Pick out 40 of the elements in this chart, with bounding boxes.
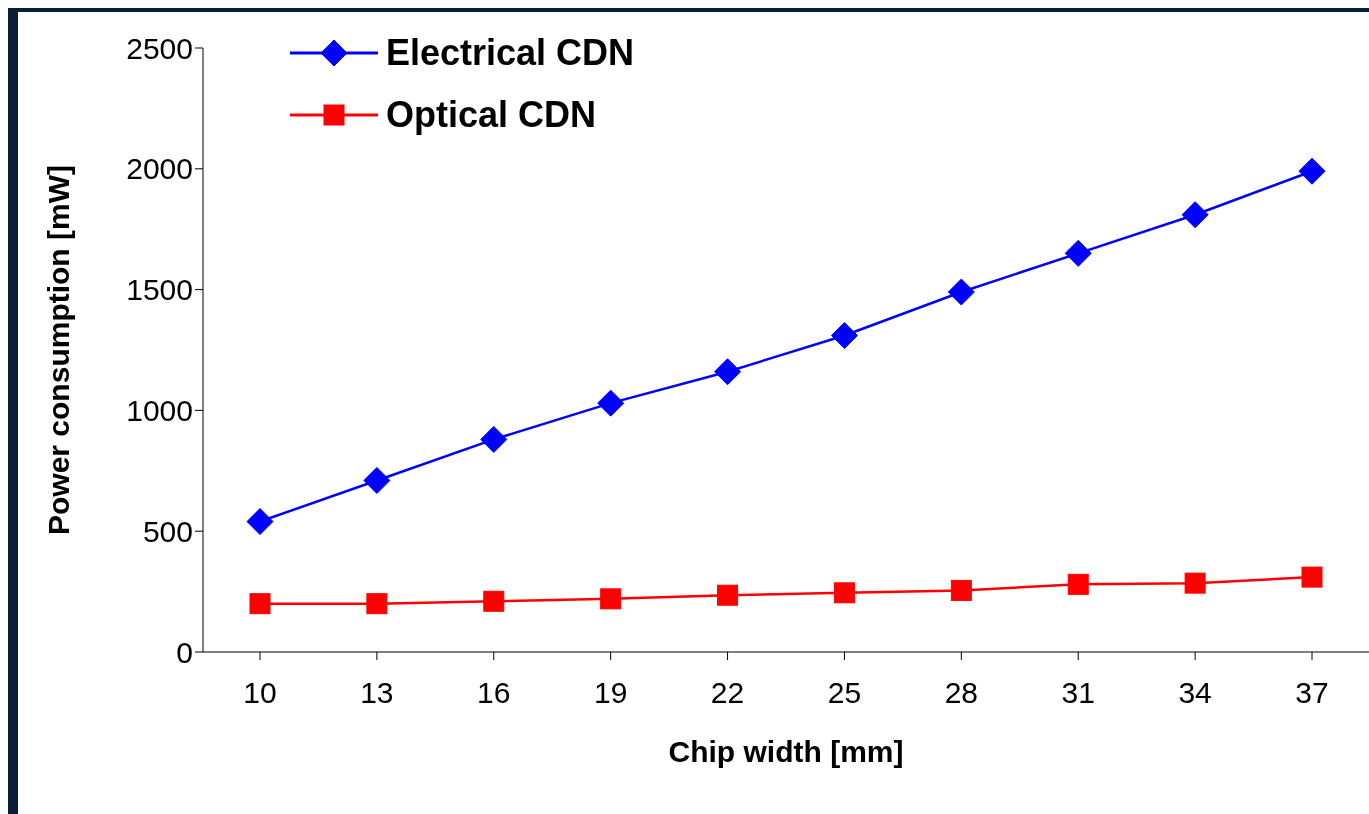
x-axis-title: Chip width [mm] [668, 735, 904, 768]
y-tick-label: 2000 [126, 152, 193, 186]
point [947, 278, 975, 306]
x-tick-label: 10 [243, 676, 277, 710]
x-tick-label: 37 [1295, 676, 1329, 710]
x-tick-label: 19 [593, 676, 628, 710]
point [1064, 239, 1092, 267]
y-tick-label: 0 [176, 635, 193, 669]
x-tick-label: 28 [944, 676, 979, 710]
x-tick-label: 13 [360, 676, 394, 710]
point [714, 358, 742, 386]
y-tick-label: 1000 [126, 394, 193, 428]
point [600, 588, 622, 610]
x-tick-label: 25 [827, 676, 862, 710]
point [830, 322, 858, 349]
point [717, 584, 739, 606]
y-tick-label: 500 [142, 514, 193, 548]
point [249, 593, 271, 615]
point [1184, 572, 1206, 594]
point [363, 466, 391, 494]
point [833, 582, 855, 604]
y-tick-label: 2500 [126, 31, 193, 65]
legend-label: Optical CDN [386, 94, 597, 136]
point [366, 593, 388, 615]
point [246, 508, 274, 536]
point [483, 590, 505, 612]
x-tick-label: 22 [710, 676, 745, 710]
y-tick-label: 1500 [126, 273, 193, 307]
x-tick-label: 31 [1061, 676, 1095, 710]
point [480, 425, 508, 453]
point [597, 389, 625, 417]
point [1067, 573, 1089, 595]
point [950, 579, 972, 601]
legend-label: Electrical CDN [386, 32, 635, 74]
point [1298, 157, 1326, 185]
point [1301, 566, 1323, 588]
x-tick-label: 16 [477, 676, 511, 710]
y-axis-title: Power consumption [mW] [41, 165, 75, 535]
x-tick-label: 34 [1178, 676, 1212, 710]
point [1181, 201, 1209, 229]
